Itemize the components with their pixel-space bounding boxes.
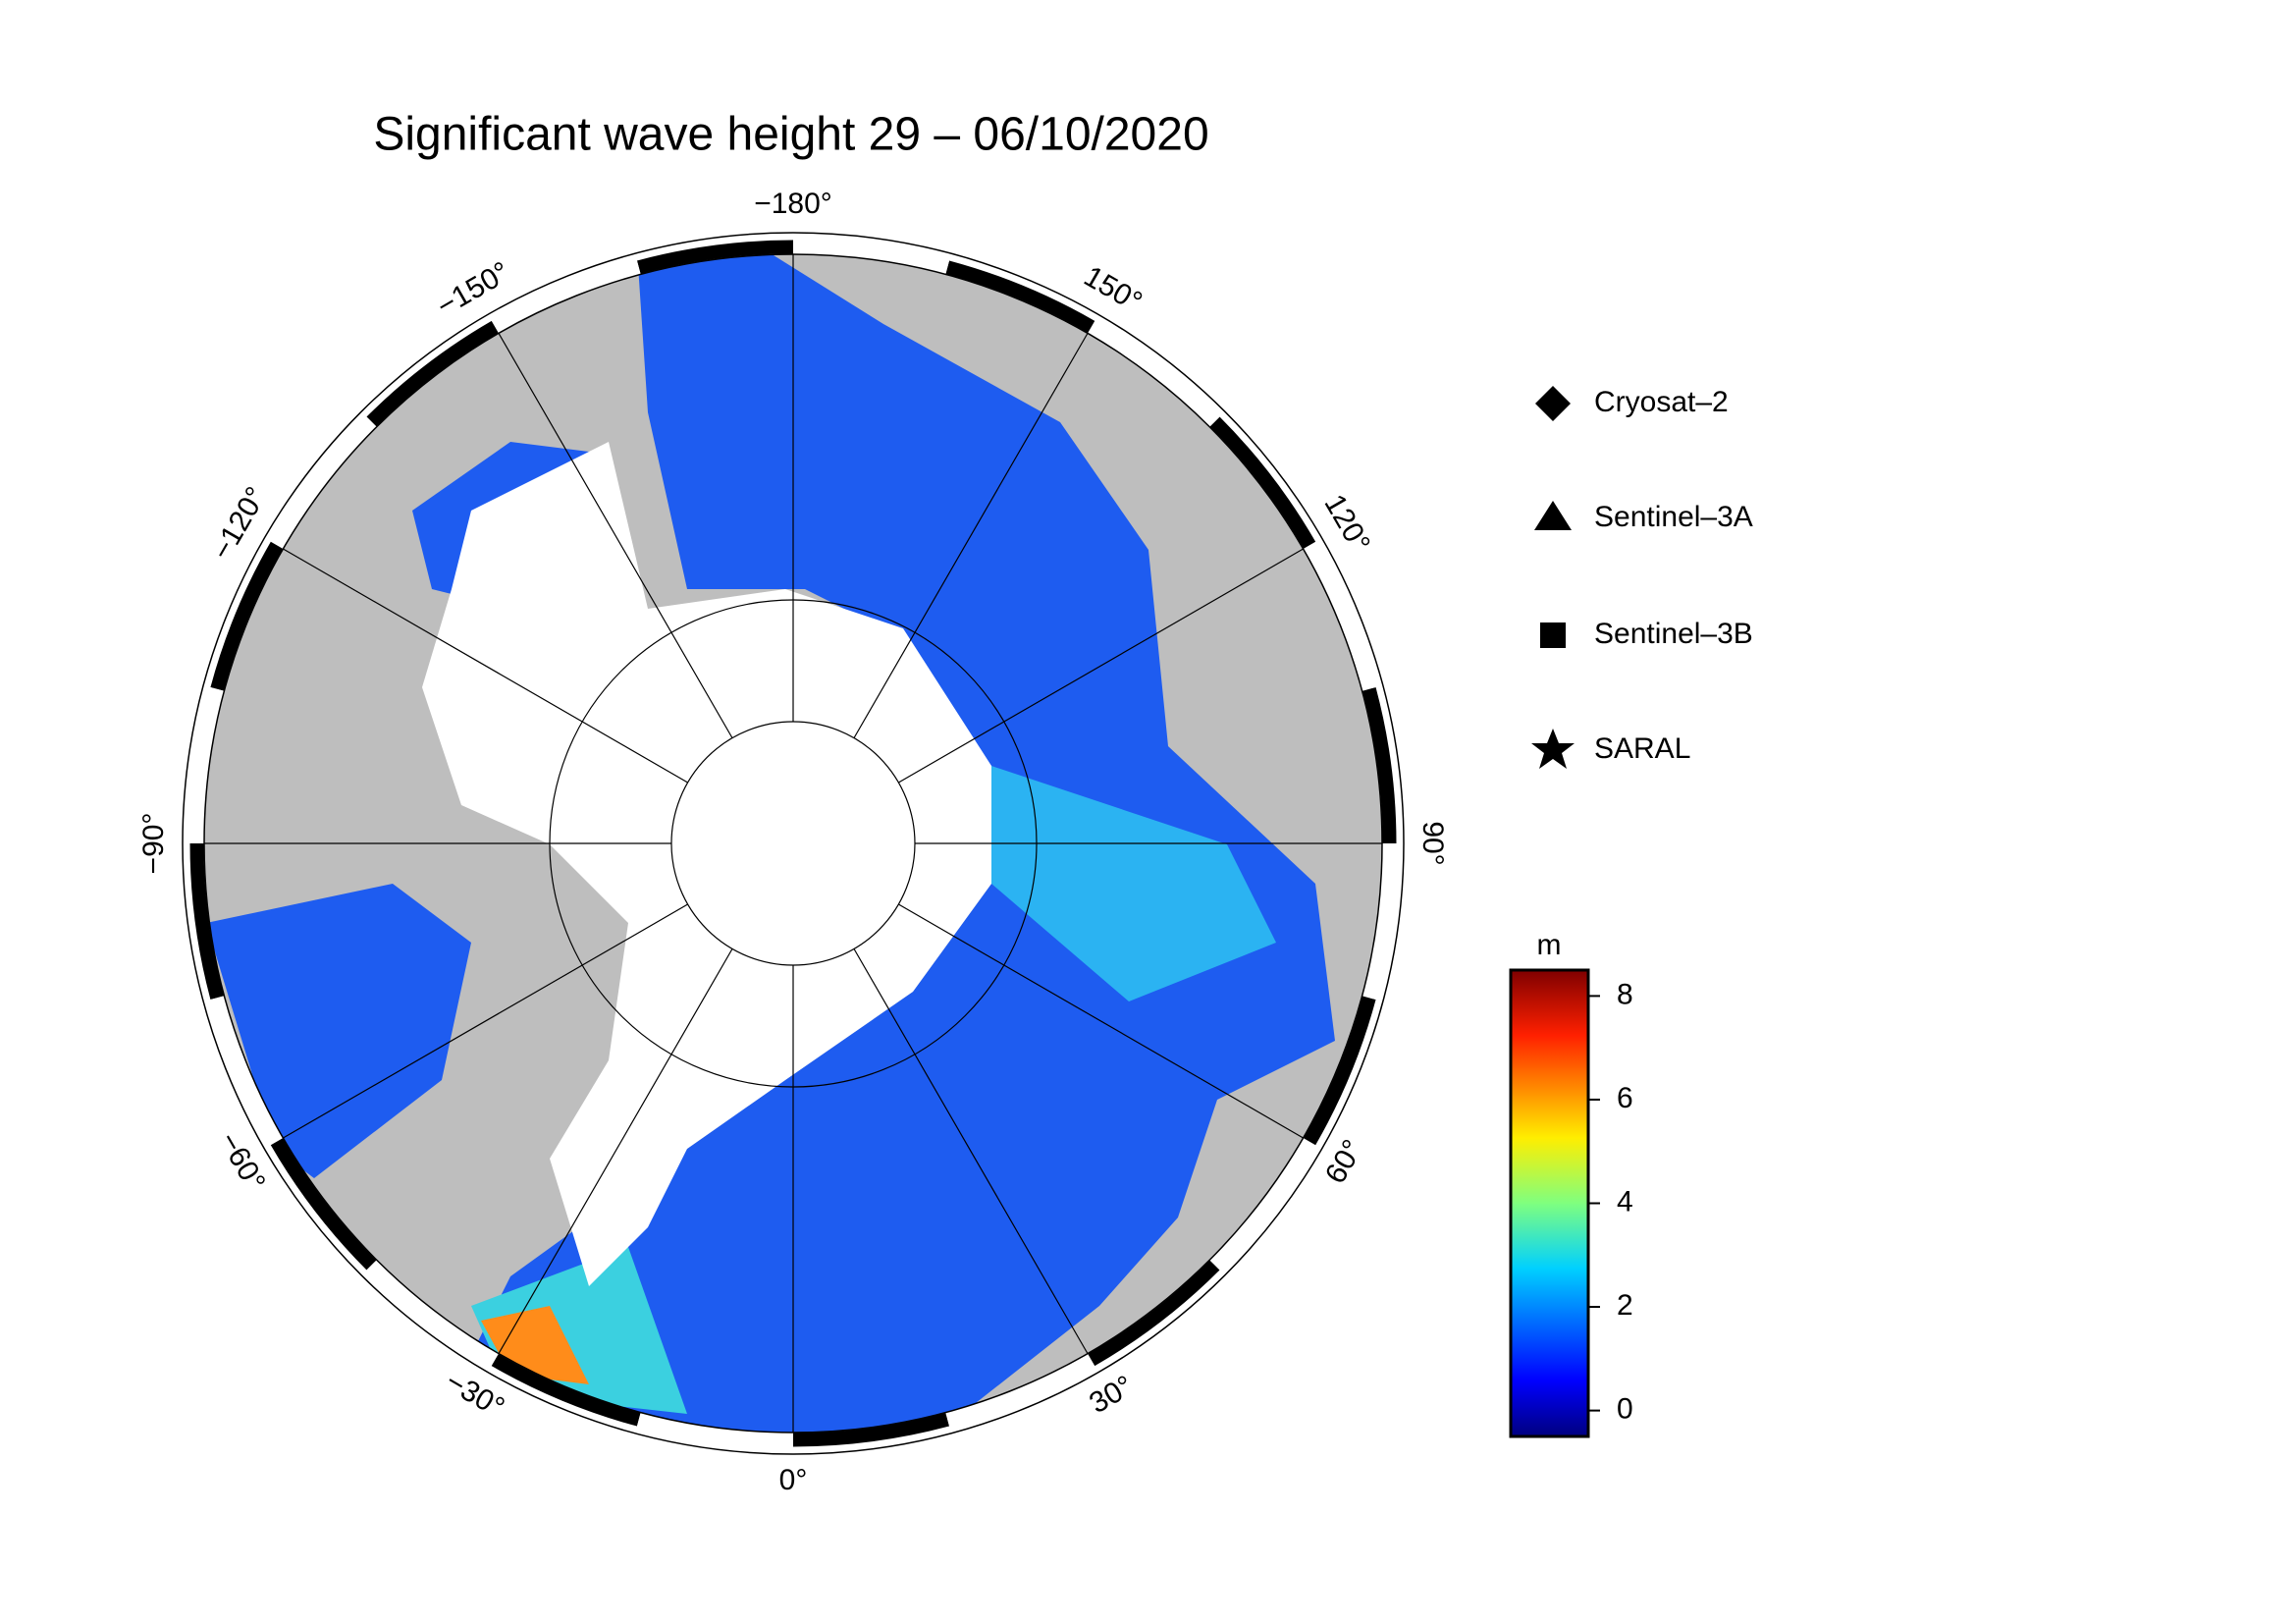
frame-segment bbox=[1209, 1138, 1316, 1271]
frame-segment bbox=[1304, 996, 1376, 1146]
triangle-symbol bbox=[1534, 501, 1572, 530]
legend-label: Sentinel–3A bbox=[1594, 501, 1753, 533]
frame-segment bbox=[636, 240, 794, 274]
ocean-swh bbox=[471, 254, 1335, 1433]
frame-edge bbox=[203, 253, 1383, 1434]
legend: Cryosat–2 Sentinel–3A Sentinel–3B SARAL bbox=[1531, 386, 1753, 769]
lon-tick-label: 90° bbox=[1416, 821, 1449, 865]
lon-tick-label: 60° bbox=[1319, 1134, 1369, 1189]
lon-tick-label: −90° bbox=[137, 813, 170, 875]
frame-segment bbox=[1088, 320, 1220, 427]
colorbar-ramp bbox=[1509, 968, 1590, 1438]
frame-segment bbox=[792, 240, 950, 274]
colorbar: m 0 2 4 6 8 bbox=[1509, 929, 1633, 1438]
meridian bbox=[898, 548, 1304, 784]
frame-segment bbox=[1088, 1260, 1220, 1367]
frame-segment bbox=[189, 842, 224, 1001]
colorbar-tick-label: 2 bbox=[1617, 1289, 1633, 1322]
frame-segment bbox=[270, 416, 377, 549]
lon-tick-label: −180° bbox=[754, 188, 832, 220]
frame-segment bbox=[792, 1413, 950, 1447]
colorbar-tick-label: 8 bbox=[1617, 978, 1633, 1010]
frame-segment bbox=[189, 686, 224, 844]
lon-tick-label: −150° bbox=[432, 256, 515, 323]
frame-segment bbox=[366, 1260, 499, 1367]
meridian bbox=[498, 333, 733, 738]
lon-tick-label: −30° bbox=[440, 1366, 509, 1425]
legend-label: SARAL bbox=[1594, 732, 1690, 765]
lon-tick-label: 30° bbox=[1084, 1370, 1139, 1420]
frame-segment bbox=[1304, 541, 1376, 691]
colorbar-label: m bbox=[1537, 929, 1562, 961]
diamond-symbol bbox=[1535, 386, 1571, 421]
colorbar-tick-label: 6 bbox=[1617, 1082, 1633, 1114]
frame-segment bbox=[491, 1354, 641, 1427]
lon-tick-label: −60° bbox=[212, 1127, 271, 1197]
star-symbol bbox=[1531, 729, 1575, 769]
colorbar-tick-label: 4 bbox=[1617, 1185, 1633, 1217]
frame-segment bbox=[366, 320, 499, 427]
frame-segment bbox=[1209, 416, 1316, 549]
title: Significant wave height 29 – 06/10/2020 bbox=[373, 109, 1208, 161]
meridian bbox=[283, 903, 688, 1139]
square-symbol bbox=[1540, 622, 1566, 648]
frame-segment bbox=[1362, 842, 1397, 1001]
frame-segment bbox=[636, 1413, 794, 1447]
colorbar-tick-label: 0 bbox=[1617, 1393, 1633, 1426]
meridian bbox=[283, 548, 688, 784]
legend-label: Sentinel–3B bbox=[1594, 618, 1753, 650]
frame-segment bbox=[210, 996, 283, 1146]
meridian bbox=[853, 948, 1089, 1354]
meridian bbox=[898, 903, 1304, 1139]
ocean-swh bbox=[206, 884, 471, 1178]
frame-segment bbox=[945, 1354, 1095, 1427]
lon-tick-label: 0° bbox=[779, 1464, 808, 1496]
map: −180°−150°−120°−90°−60°−30°0°30°60°90°12… bbox=[137, 188, 1449, 1496]
meridian bbox=[853, 333, 1089, 738]
frame-segment bbox=[270, 1138, 377, 1271]
meridian bbox=[498, 948, 733, 1354]
meridians bbox=[204, 254, 1382, 1433]
sea-ice bbox=[422, 442, 991, 1286]
frame-segment bbox=[945, 260, 1095, 333]
frame-edge bbox=[182, 232, 1405, 1455]
frame-segment bbox=[210, 541, 283, 691]
ocean-swh bbox=[991, 766, 1276, 1001]
frame-segment bbox=[491, 260, 641, 333]
lon-tick-label: −120° bbox=[206, 482, 273, 566]
map-frame bbox=[182, 232, 1405, 1455]
frame-segment bbox=[1362, 686, 1397, 844]
legend-label: Cryosat–2 bbox=[1594, 386, 1729, 418]
